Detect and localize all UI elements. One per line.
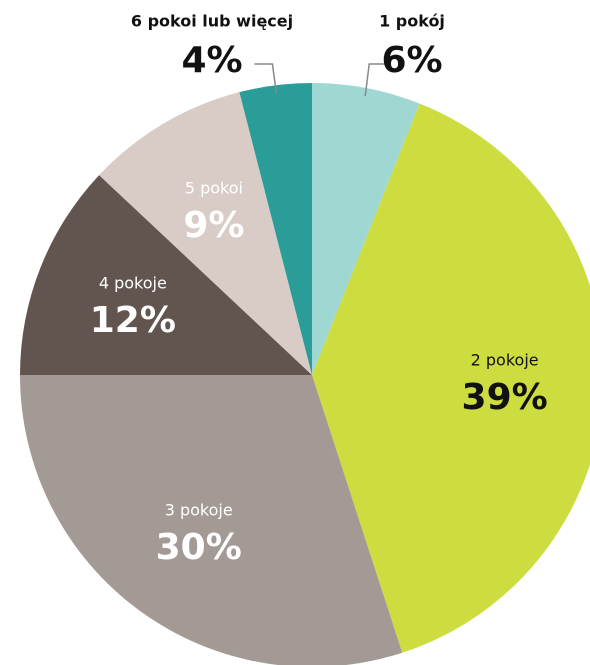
leader-line — [364, 63, 388, 97]
slice-name: 6 pokoi lub więcej — [131, 12, 293, 31]
pie-slice — [239, 83, 312, 375]
pie-slice — [312, 83, 420, 375]
slice-percent: 6% — [381, 40, 442, 81]
pie-slice — [20, 375, 403, 665]
slice-name: 2 pokoje — [471, 351, 539, 370]
slice-name: 3 pokoje — [165, 500, 233, 519]
pie-slice — [99, 92, 312, 376]
pie-slice — [20, 175, 312, 375]
slice-percent: 4% — [181, 40, 242, 81]
leader-line — [254, 63, 278, 94]
slice-percent: 39% — [462, 377, 548, 418]
pie-slice — [312, 103, 590, 653]
slice-percent: 12% — [90, 300, 176, 341]
slice-name: 1 pokój — [379, 12, 445, 31]
slice-name: 4 pokoje — [99, 274, 167, 293]
slice-percent: 30% — [156, 527, 242, 568]
slice-percent: 9% — [183, 205, 244, 246]
slice-name: 5 pokoi — [185, 179, 243, 198]
